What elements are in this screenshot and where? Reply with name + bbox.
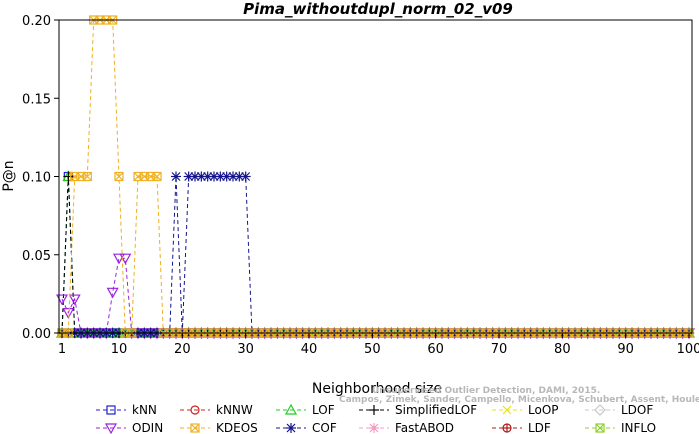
series-line-kdeos bbox=[62, 19, 689, 334]
legend-marker bbox=[594, 404, 606, 416]
data-point-kdeos bbox=[82, 171, 92, 182]
y-tick-label: 0.05 bbox=[22, 249, 51, 264]
data-point-simplifiedlof bbox=[63, 171, 74, 182]
x-tick-label: 30 bbox=[237, 342, 254, 357]
legend-label: LDF bbox=[528, 421, 551, 434]
legend-label: LoOP bbox=[528, 403, 559, 417]
legend-marker bbox=[106, 405, 116, 415]
watermark-line-2: Campos, Zimek, Sander, Campello, Micenko… bbox=[339, 395, 699, 405]
legend-marker bbox=[190, 423, 200, 433]
legend-label: KDEOS bbox=[216, 421, 258, 434]
x-tick-label: 90 bbox=[617, 342, 634, 357]
legend-marker bbox=[502, 423, 512, 433]
x-tick-label: 50 bbox=[364, 342, 381, 357]
legend-item-ldof: LDOF bbox=[585, 403, 653, 417]
chart-title: Pima_withoutdupl_norm_02_v09 bbox=[243, 0, 513, 18]
legend-label: kNN bbox=[132, 403, 157, 417]
legend-marker bbox=[286, 423, 296, 433]
legend-item-fastabod: FastABOD bbox=[359, 421, 454, 434]
legend-label: COF bbox=[312, 421, 337, 434]
legend-marker bbox=[190, 405, 200, 415]
legend-marker bbox=[104, 423, 118, 434]
y-axis-ticks: 0.00 0.05 0.10 0.15 0.20 bbox=[22, 14, 59, 342]
legend-item-knn: kNN bbox=[96, 403, 157, 417]
data-point-odin bbox=[112, 253, 126, 265]
series-line-odin bbox=[61, 257, 689, 334]
series-line-cof bbox=[62, 176, 689, 334]
data-point-odin bbox=[62, 308, 75, 319]
legend-item-kdeos: KDEOS bbox=[180, 421, 258, 434]
data-point-cof bbox=[240, 171, 251, 182]
legend-marker bbox=[502, 405, 512, 415]
legend-label: kNNW bbox=[216, 403, 253, 417]
legend-marker bbox=[369, 423, 379, 433]
legend-item-lof: LOF bbox=[276, 403, 335, 417]
legend: kNN kNNW LOF SimplifiedLOF LoOP LDOF ODIN KDEOS… bbox=[96, 403, 656, 434]
y-axis-label: P@n bbox=[1, 160, 17, 191]
legend-marker bbox=[284, 403, 298, 415]
series-line-lof bbox=[61, 176, 689, 334]
legend-label: LOF bbox=[312, 403, 335, 417]
legend-marker bbox=[369, 405, 379, 415]
data-point-kdeos bbox=[114, 171, 124, 182]
x-axis-ticks: 1 10 20 30 40 50 60 70 80 90 100 bbox=[58, 333, 699, 357]
legend-item-inflo: INFLO bbox=[585, 421, 656, 434]
legend-marker bbox=[595, 423, 605, 433]
data-point-odin bbox=[106, 287, 119, 299]
legend-item-simplifiedlof: SimplifiedLOF bbox=[359, 403, 477, 417]
data-point-cof bbox=[196, 171, 207, 182]
legend-label: SimplifiedLOF bbox=[395, 403, 477, 417]
legend-label: LDOF bbox=[621, 403, 653, 417]
legend-item-knnw: kNNW bbox=[180, 403, 253, 417]
x-tick-label: 10 bbox=[111, 342, 128, 357]
data-point-odin bbox=[119, 253, 132, 265]
x-tick-label: 40 bbox=[301, 342, 318, 357]
y-tick-label: 0.00 bbox=[22, 327, 51, 342]
series-line-simplifiedlof bbox=[61, 176, 689, 334]
x-tick-label: 100 bbox=[677, 342, 699, 357]
legend-item-loop: LoOP bbox=[492, 403, 559, 417]
data-point-cof bbox=[171, 171, 181, 182]
x-tick-label: 20 bbox=[174, 342, 191, 357]
y-tick-label: 0.15 bbox=[22, 92, 51, 107]
x-axis-label: Neighborhood size bbox=[312, 381, 442, 397]
x-tick-label: 1 bbox=[58, 342, 66, 357]
legend-label: ODIN bbox=[132, 421, 163, 434]
x-tick-label: 70 bbox=[491, 342, 508, 357]
series-line-knn bbox=[61, 176, 689, 334]
y-tick-label: 0.20 bbox=[22, 14, 51, 29]
legend-item-ldf: LDF bbox=[492, 421, 551, 434]
legend-item-cof: COF bbox=[276, 421, 337, 434]
watermark-line-1: Unsupervised Outlier Detection, DAMI, 20… bbox=[372, 386, 600, 396]
y-tick-label: 0.10 bbox=[22, 171, 51, 186]
legend-item-odin: ODIN bbox=[96, 421, 163, 434]
x-tick-label: 80 bbox=[554, 342, 571, 357]
x-tick-label: 60 bbox=[427, 342, 444, 357]
legend-label: FastABOD bbox=[395, 421, 454, 434]
legend-label: INFLO bbox=[621, 421, 656, 434]
data-layer bbox=[55, 15, 696, 340]
data-point-odin bbox=[68, 294, 81, 306]
data-point-kdeos bbox=[152, 171, 162, 182]
